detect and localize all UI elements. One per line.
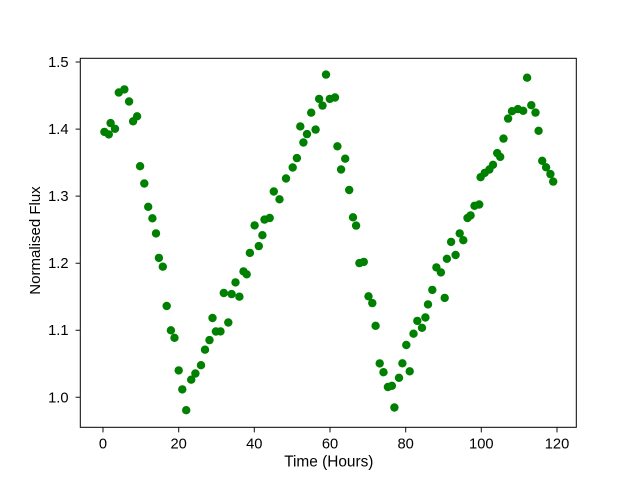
svg-text:120: 120 (545, 436, 570, 452)
svg-text:Time (Hours): Time (Hours) (284, 454, 373, 471)
svg-text:60: 60 (322, 436, 338, 452)
svg-text:80: 80 (398, 436, 414, 452)
svg-text:1.4: 1.4 (48, 122, 68, 138)
svg-text:1.2: 1.2 (48, 256, 68, 272)
svg-text:1.0: 1.0 (48, 390, 68, 406)
svg-text:100: 100 (469, 436, 494, 452)
svg-text:40: 40 (246, 436, 262, 452)
svg-text:1.3: 1.3 (48, 189, 68, 205)
svg-text:0: 0 (99, 436, 107, 452)
svg-text:1.5: 1.5 (48, 55, 68, 71)
svg-text:Normalised Flux: Normalised Flux (27, 186, 44, 295)
svg-text:1.1: 1.1 (48, 323, 68, 339)
svg-text:20: 20 (171, 436, 187, 452)
